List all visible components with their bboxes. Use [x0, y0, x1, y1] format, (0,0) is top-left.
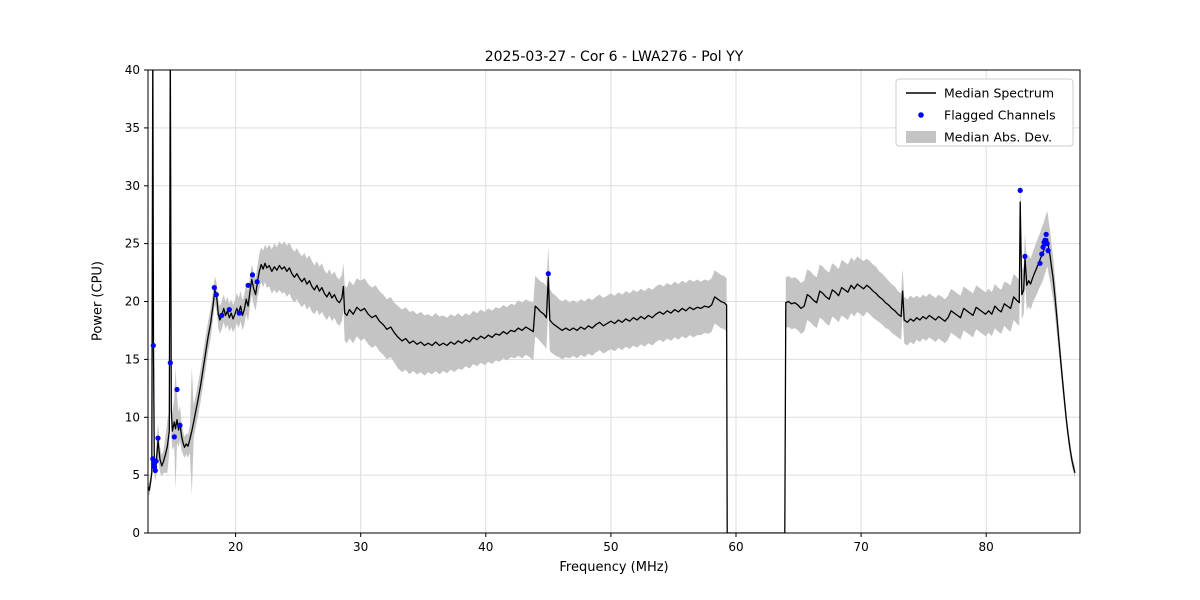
flagged-channel-dot — [545, 271, 551, 277]
y-tick-label: 10 — [125, 410, 140, 424]
mad-band — [148, 70, 1075, 533]
legend-box — [895, 78, 1074, 147]
flagged-channel-dot — [1045, 248, 1051, 254]
y-tick-label: 30 — [125, 179, 140, 193]
x-tick-label: 60 — [728, 540, 743, 554]
y-tick-label: 15 — [125, 352, 140, 366]
flagged-channel-dot — [150, 342, 156, 349]
y-ticks: 0 5 10 15 20 25 30 35 40 — [125, 63, 148, 540]
flagged-channel-dot — [1043, 231, 1049, 237]
flagged-channels-points — [150, 187, 1051, 474]
flagged-channel-dot — [211, 285, 217, 291]
x-axis-label: Frequency (MHz) — [559, 560, 669, 575]
flagged-channel-dot — [249, 272, 256, 278]
flagged-channel-dot — [155, 435, 161, 441]
y-tick-label: 5 — [132, 468, 140, 482]
flagged-channel-dot — [1037, 260, 1043, 266]
legend-entry-label: Flagged Channels — [944, 108, 1056, 123]
flagged-channel-dot — [152, 467, 158, 474]
chart-title: 2025-03-27 - Cor 6 - LWA276 - Pol YY — [484, 49, 744, 65]
flagged-channel-dot — [254, 279, 260, 285]
flagged-channel-dot — [236, 310, 242, 316]
legend: Median Spectrum Flagged Channels Median Ab… — [895, 78, 1074, 147]
flagged-channel-dot — [171, 434, 177, 440]
y-tick-label: 40 — [125, 63, 140, 77]
x-tick-label: 20 — [228, 540, 243, 554]
y-axis-label: Power (CPU) — [90, 260, 106, 342]
flagged-channel-dot — [153, 458, 159, 464]
legend-patch-sample — [906, 131, 936, 143]
x-tick-label: 80 — [979, 540, 994, 554]
flagged-channel-dot — [167, 360, 173, 366]
flagged-channel-dot — [1022, 253, 1028, 259]
y-tick-label: 35 — [125, 121, 140, 135]
legend-entry-label: Median Abs. Dev. — [944, 130, 1052, 145]
y-tick-label: 25 — [125, 237, 140, 251]
flagged-channel-dot — [1040, 244, 1046, 250]
y-tick-label: 0 — [132, 526, 140, 540]
flagged-channel-dot — [1044, 241, 1050, 247]
x-ticks: 20 30 40 50 60 70 80 — [228, 533, 994, 554]
x-tick-label: 40 — [478, 540, 493, 554]
flagged-channel-dot — [1039, 251, 1045, 257]
x-tick-label: 70 — [853, 540, 868, 554]
x-tick-label: 50 — [603, 540, 618, 554]
y-tick-label: 20 — [125, 295, 140, 309]
flagged-channel-dot — [245, 282, 251, 288]
flagged-channel-dot — [177, 422, 183, 428]
flagged-channel-dot — [226, 307, 232, 313]
x-tick-label: 30 — [353, 540, 368, 554]
flagged-channel-dot — [219, 312, 225, 318]
legend-point-sample — [918, 112, 924, 118]
legend-entry-label: Median Spectrum — [944, 86, 1054, 101]
median-spectrum-line — [148, 70, 1076, 533]
flagged-channel-dot — [213, 292, 219, 298]
flagged-channel-dot — [1017, 187, 1023, 193]
flagged-channel-dot — [174, 386, 180, 393]
